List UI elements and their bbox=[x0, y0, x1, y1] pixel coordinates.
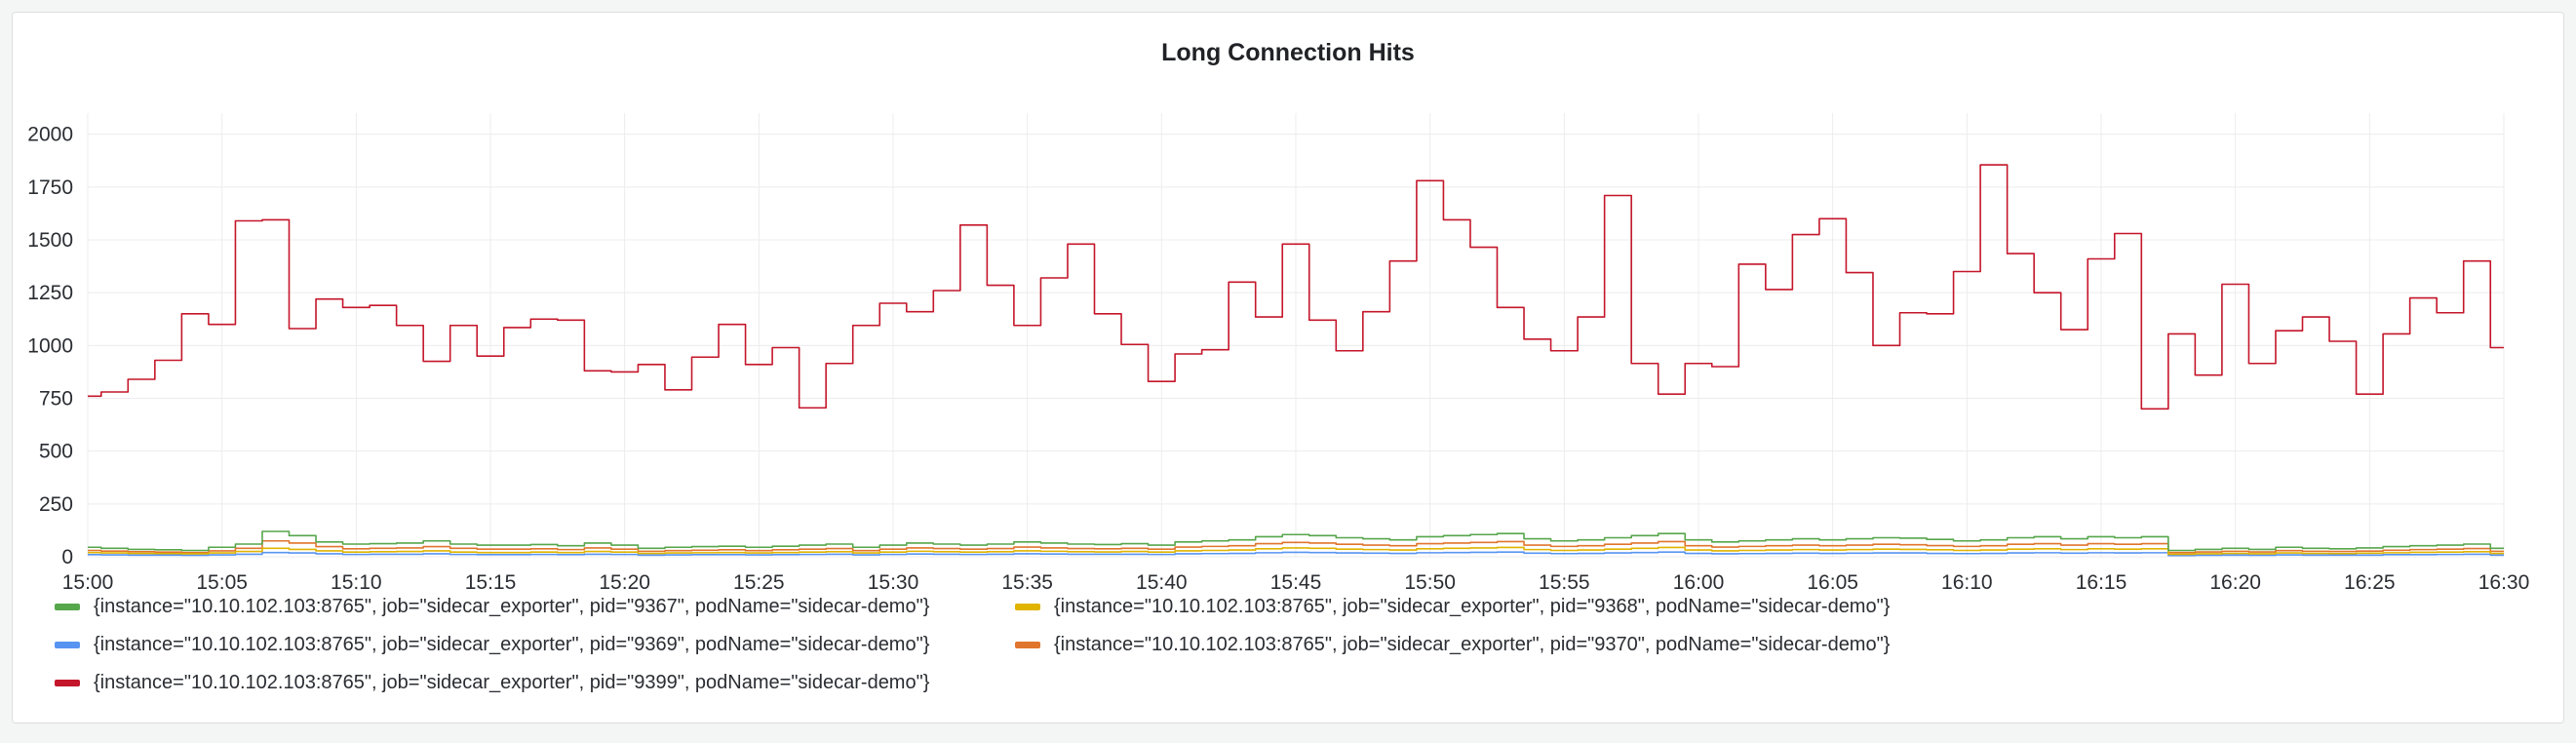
panel-title: Long Connection Hits bbox=[1161, 39, 1415, 66]
series-line-pid-3 bbox=[88, 551, 2504, 557]
x-tick-label: 15:50 bbox=[1404, 571, 1456, 594]
legend-item[interactable]: {instance="10.10.102.103:8765", job="sid… bbox=[55, 669, 1015, 697]
y-tick-label: 0 bbox=[61, 546, 73, 568]
legend-label: {instance="10.10.102.103:8765", job="sid… bbox=[1054, 596, 1891, 617]
x-tick-label: 16:30 bbox=[2478, 571, 2530, 594]
legend-swatch bbox=[55, 680, 80, 686]
series-line-pid-5 bbox=[88, 164, 2504, 411]
x-tick-label: 16:00 bbox=[1673, 571, 1725, 594]
legend-swatch bbox=[55, 642, 80, 648]
legend-label: {instance="10.10.102.103:8765", job="sid… bbox=[1054, 634, 1891, 655]
chart-legend: {instance="10.10.102.103:8765", job="sid… bbox=[55, 593, 2063, 697]
y-tick-label: 1250 bbox=[27, 282, 73, 304]
y-tick-label: 500 bbox=[39, 441, 73, 463]
legend-item[interactable]: {instance="10.10.102.103:8765", job="sid… bbox=[55, 593, 1015, 621]
x-tick-label: 16:20 bbox=[2209, 571, 2261, 594]
x-tick-label: 15:35 bbox=[1001, 571, 1053, 594]
y-tick-label: 2000 bbox=[27, 124, 73, 146]
legend-item[interactable]: {instance="10.10.102.103:8765", job="sid… bbox=[55, 631, 1015, 659]
legend-item[interactable]: {instance="10.10.102.103:8765", job="sid… bbox=[1015, 631, 1975, 659]
chart-panel: Long Connection Hits bbox=[12, 12, 2564, 723]
x-tick-label: 15:55 bbox=[1539, 571, 1590, 594]
x-tick-label: 16:10 bbox=[1941, 571, 1993, 594]
x-tick-label: 15:30 bbox=[868, 571, 919, 594]
legend-label: {instance="10.10.102.103:8765", job="sid… bbox=[94, 634, 930, 655]
y-tick-label: 750 bbox=[39, 388, 73, 411]
x-tick-label: 15:40 bbox=[1136, 571, 1188, 594]
legend-swatch bbox=[1015, 604, 1040, 610]
legend-label: {instance="10.10.102.103:8765", job="sid… bbox=[94, 672, 930, 693]
x-tick-label: 16:15 bbox=[2076, 571, 2127, 594]
y-tick-label: 250 bbox=[39, 493, 73, 516]
x-tick-label: 15:10 bbox=[331, 571, 382, 594]
legend-label: {instance="10.10.102.103:8765", job="sid… bbox=[94, 596, 930, 617]
y-tick-label: 1500 bbox=[27, 229, 73, 252]
x-tick-label: 15:05 bbox=[196, 571, 248, 594]
series-line-pid-2 bbox=[88, 546, 2504, 556]
series-line-pid-4 bbox=[88, 539, 2504, 554]
x-tick-label: 16:05 bbox=[1807, 571, 1858, 594]
x-tick-label: 15:20 bbox=[599, 571, 650, 594]
legend-swatch bbox=[55, 604, 80, 610]
x-tick-label: 15:25 bbox=[733, 571, 785, 594]
y-tick-label: 1000 bbox=[27, 334, 73, 357]
x-tick-label: 15:15 bbox=[465, 571, 517, 594]
x-tick-label: 15:45 bbox=[1270, 571, 1322, 594]
y-tick-label: 1750 bbox=[27, 176, 73, 199]
legend-swatch bbox=[1015, 642, 1040, 648]
x-tick-label: 16:25 bbox=[2344, 571, 2396, 594]
legend-item[interactable]: {instance="10.10.102.103:8765", job="sid… bbox=[1015, 593, 1975, 621]
x-tick-label: 15:00 bbox=[62, 571, 114, 594]
series-line-pid-1 bbox=[88, 530, 2504, 552]
